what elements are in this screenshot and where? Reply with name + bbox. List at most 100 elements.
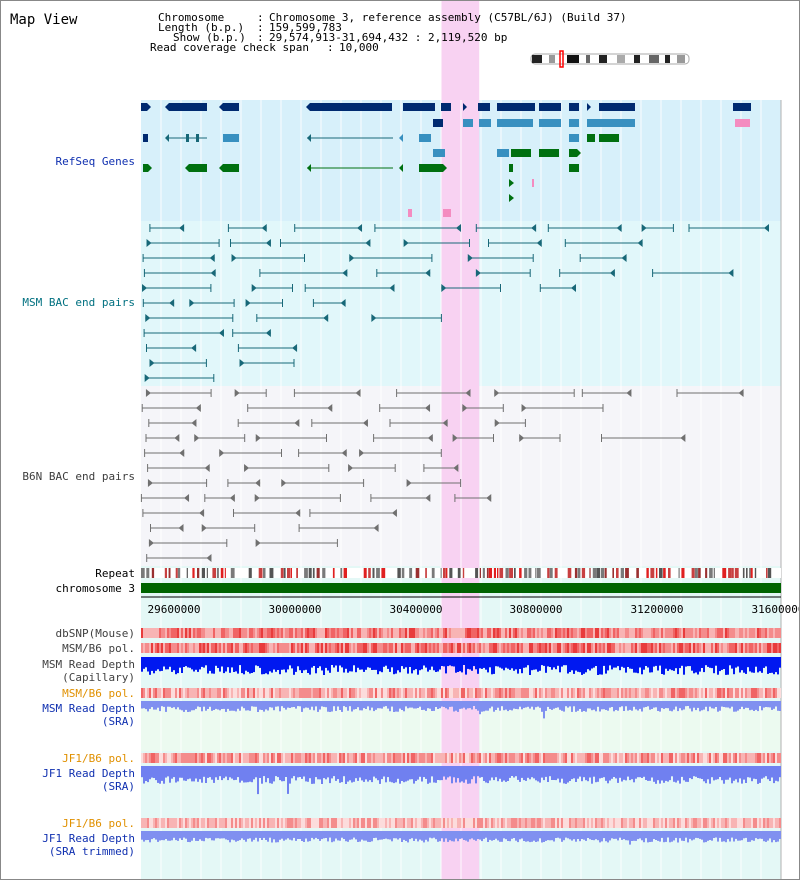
heat-cell — [321, 753, 323, 763]
gene-row-2[interactable] — [433, 119, 750, 127]
depth-bar — [631, 766, 633, 780]
triangle-arrow-icon — [626, 389, 632, 397]
heat-cell — [143, 688, 145, 698]
heat-cell — [505, 643, 507, 653]
heat-cell — [709, 688, 711, 698]
depth-bar — [635, 701, 637, 710]
depth-bar — [559, 657, 561, 673]
heat-cell — [399, 688, 401, 698]
heat-cell — [707, 643, 709, 653]
heat-cell — [189, 688, 191, 698]
depth-bar — [757, 657, 759, 673]
gene-row-3[interactable] — [143, 134, 619, 142]
chromosome-bar[interactable] — [141, 583, 781, 593]
heat-cell — [415, 753, 417, 763]
heat-cell — [177, 643, 179, 653]
heat-cell — [479, 628, 481, 638]
repeat-mark — [192, 568, 195, 578]
highlight-region[interactable] — [441, 1, 480, 879]
depth-bar — [145, 701, 147, 710]
msm-bac-track[interactable] — [142, 224, 770, 382]
msm-read-depth-capillary-track[interactable] — [141, 657, 781, 675]
depth-bar — [243, 831, 245, 840]
depth-bar — [357, 766, 359, 781]
depth-bar — [777, 657, 779, 675]
jf1-read-depth-trimmed-track[interactable] — [141, 831, 781, 845]
heat-cell — [217, 643, 219, 653]
heat-cell — [331, 818, 333, 828]
heat-cell — [173, 643, 175, 653]
depth-bar — [693, 766, 695, 777]
heat-cell — [415, 818, 417, 828]
depth-bar — [201, 831, 203, 841]
gene-row-6[interactable] — [408, 179, 534, 217]
triangle-arrow-icon — [292, 344, 298, 352]
repeat-mark — [486, 568, 489, 578]
depth-bar — [373, 701, 375, 712]
heat-cell — [295, 643, 297, 653]
depth-bar — [483, 657, 485, 668]
depth-bar — [681, 831, 683, 841]
jf1-b6-pol-heat-track-2[interactable] — [141, 818, 781, 828]
depth-bar — [593, 766, 595, 777]
heat-cell — [449, 818, 451, 828]
heat-cell — [679, 753, 681, 763]
depth-bar — [729, 831, 731, 842]
heat-cell — [447, 753, 449, 763]
heat-cell — [357, 818, 359, 828]
depth-bar — [441, 701, 443, 707]
repeat-mark — [524, 568, 528, 578]
heat-cell — [627, 643, 629, 653]
depth-bar — [153, 701, 155, 710]
heat-cell — [201, 818, 203, 828]
depth-bar — [539, 657, 541, 671]
repeat-track[interactable] — [141, 568, 781, 578]
heat-cell — [607, 628, 609, 638]
heat-cell — [465, 753, 467, 763]
heat-cell — [503, 753, 505, 763]
refseq-genes-track[interactable] — [141, 103, 751, 217]
jf1-read-depth-sra-track[interactable] — [141, 766, 781, 795]
depth-bar — [173, 657, 175, 671]
dbsnp-heat-track[interactable] — [141, 628, 781, 638]
heat-cell — [377, 628, 379, 638]
heat-cell — [363, 753, 365, 763]
depth-bar — [341, 657, 343, 668]
depth-bar — [371, 831, 373, 842]
heat-cell — [747, 688, 749, 698]
depth-bar — [223, 831, 225, 839]
heat-cell — [599, 628, 601, 638]
triangle-arrow-icon — [465, 389, 471, 397]
gene-row-4[interactable] — [433, 149, 581, 157]
depth-bar — [477, 831, 479, 839]
depth-bar — [501, 657, 503, 669]
heat-cell — [611, 753, 613, 763]
msm-read-depth-sra-track[interactable] — [141, 701, 781, 719]
depth-bar — [205, 831, 207, 838]
depth-bar — [271, 657, 273, 673]
gene-row-1[interactable] — [141, 103, 751, 111]
heat-cell — [697, 643, 699, 653]
chromosome-ideogram-icon[interactable] — [530, 50, 690, 68]
depth-bar — [399, 766, 401, 784]
heat-cell — [707, 688, 709, 698]
depth-bar — [413, 657, 415, 671]
depth-bar — [379, 701, 381, 709]
heat-cell — [257, 818, 259, 828]
heat-cell — [751, 628, 753, 638]
heat-cell — [267, 643, 269, 653]
heat-cell — [431, 753, 433, 763]
depth-bar — [633, 657, 635, 673]
repeat-mark — [482, 568, 485, 578]
msm-b6-pol-heat-track[interactable] — [141, 643, 781, 653]
jf1-b6-pol-heat-track[interactable] — [141, 753, 781, 763]
depth-bar — [433, 657, 435, 671]
triangle-arrow-icon — [147, 479, 153, 487]
heat-cell — [545, 643, 547, 653]
heat-cell — [769, 818, 771, 828]
msm-b6-pol-heat-track-2[interactable] — [141, 688, 781, 698]
gene-row-5[interactable] — [143, 164, 579, 172]
b6n-bac-track[interactable] — [140, 389, 744, 562]
depth-bar — [325, 701, 327, 708]
depth-bar — [161, 701, 163, 707]
